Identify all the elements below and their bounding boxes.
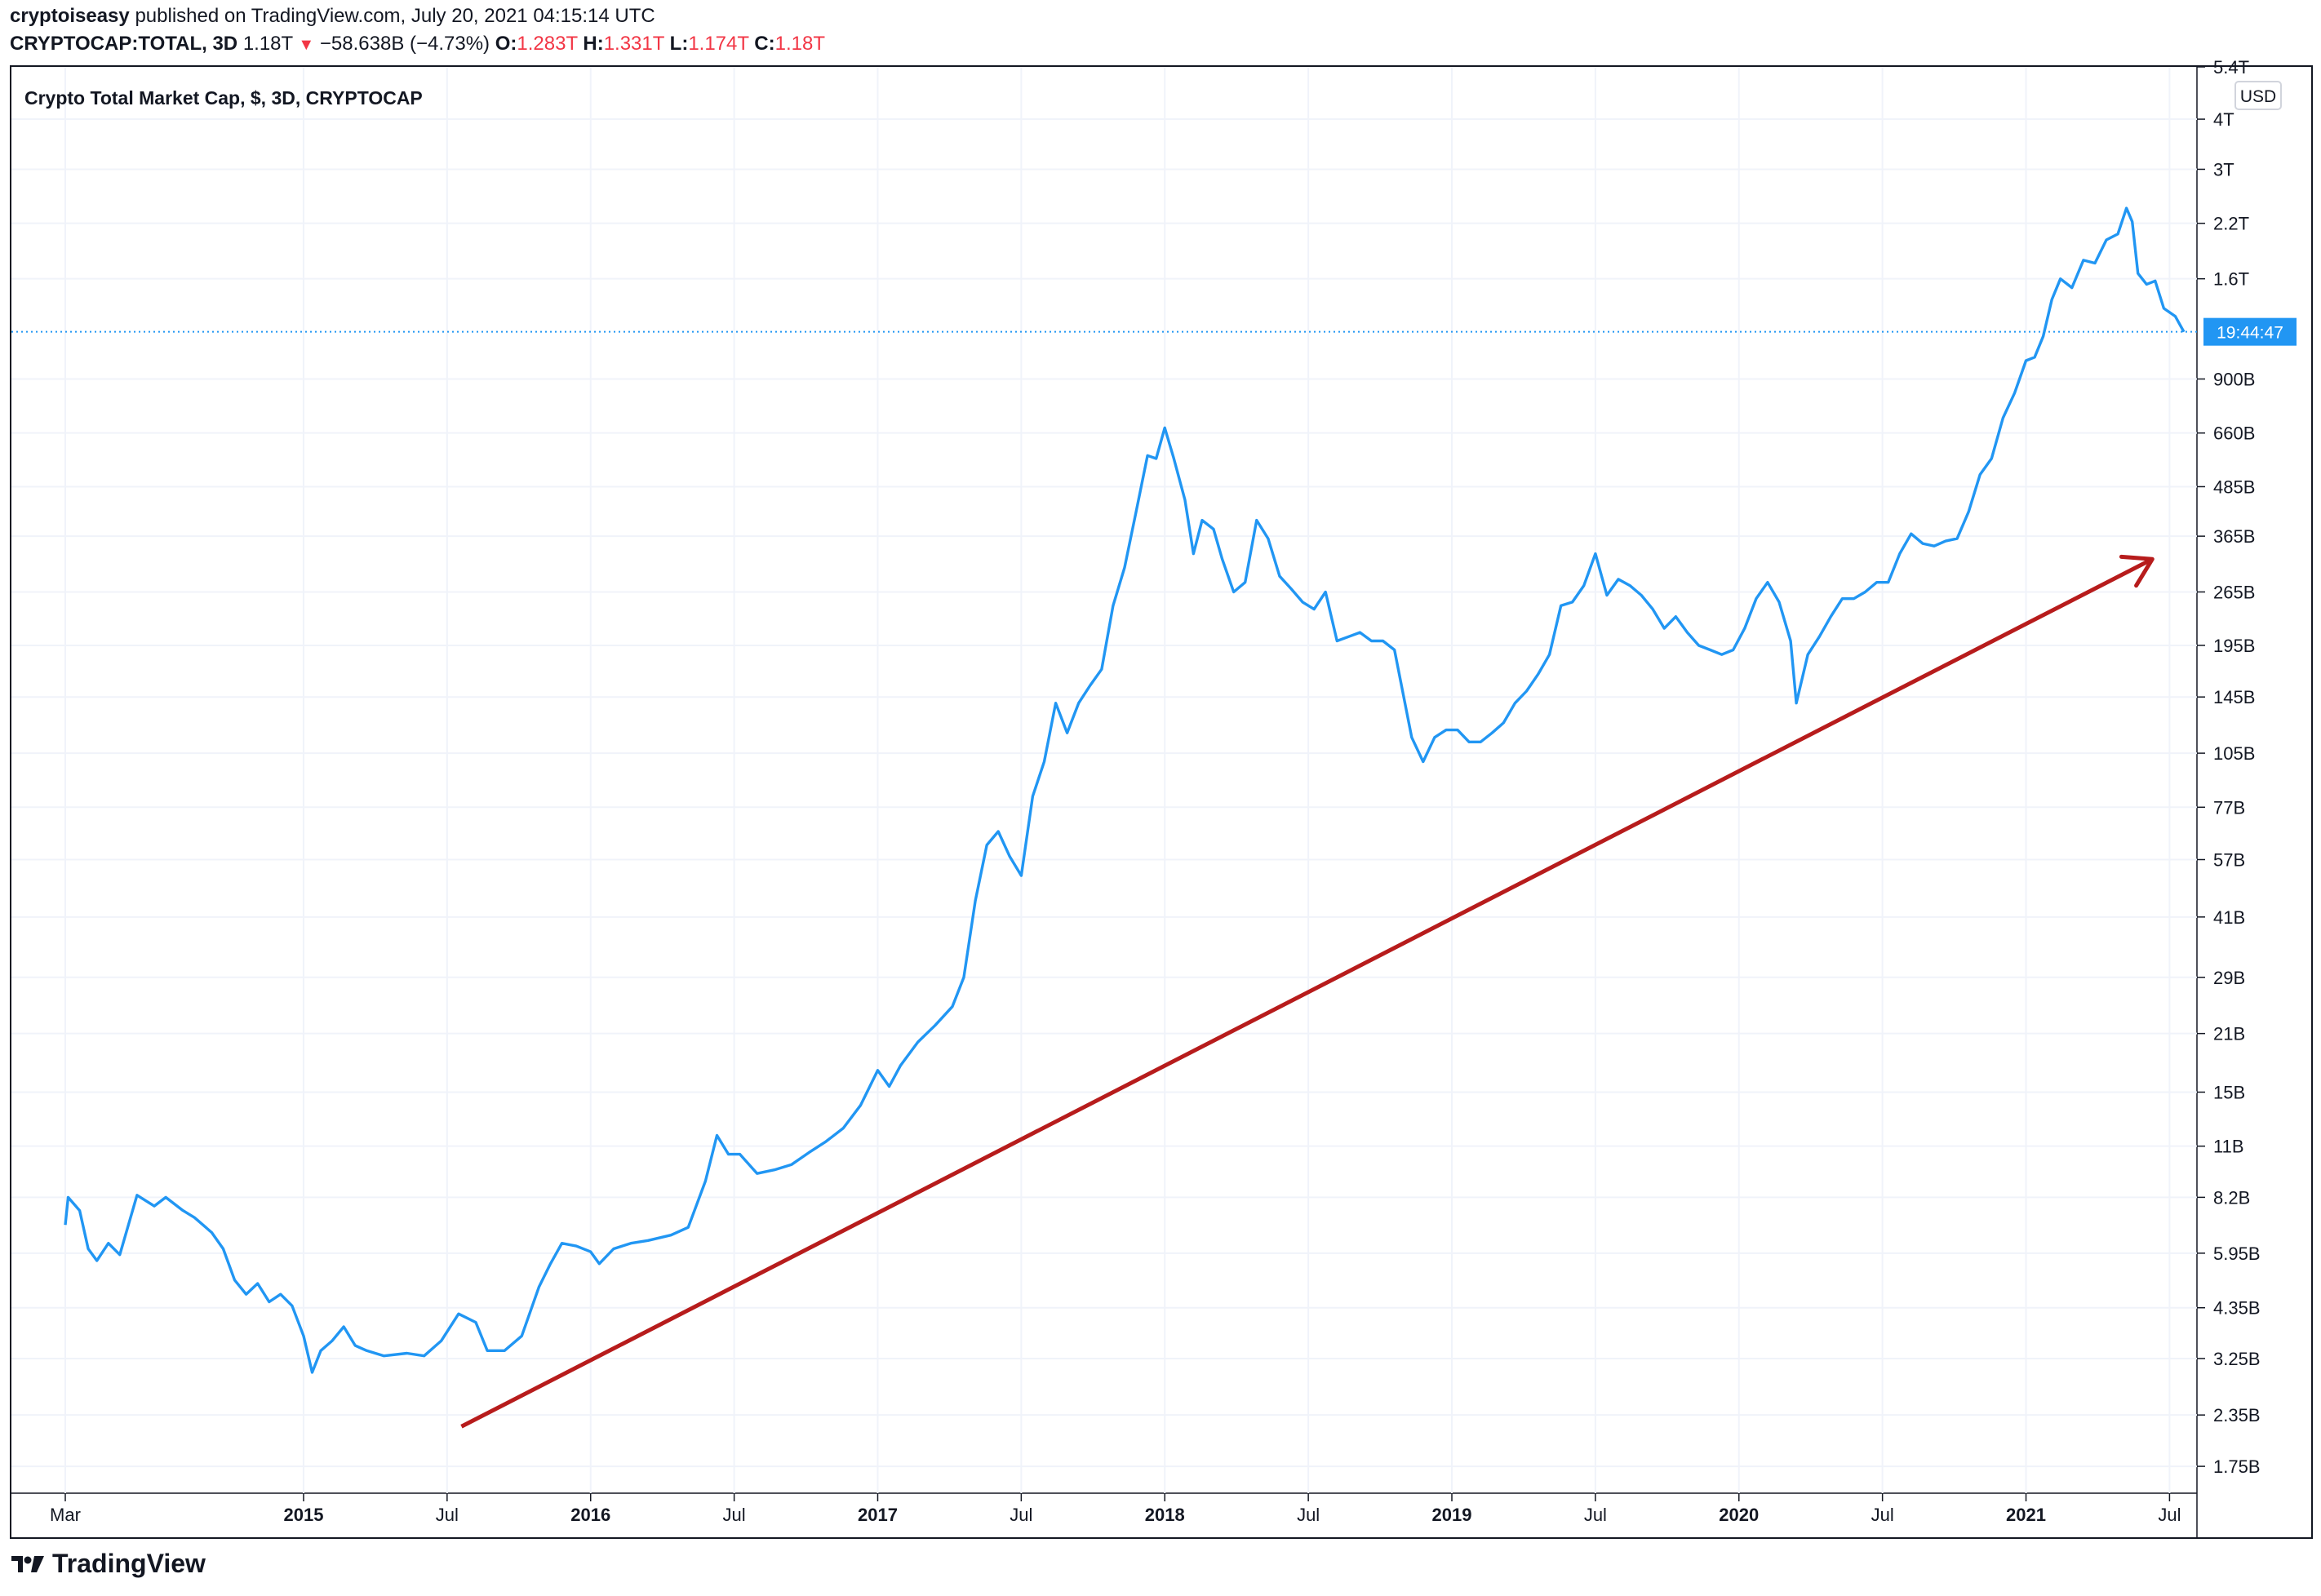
y-axis[interactable]: 5.4T 4T 3T 2.2T 1.6T 900B 660B 485B 365B 265B 195B…: [2197, 57, 2261, 1477]
close-value: 1.18T: [774, 33, 825, 55]
x-tick-label: Jul: [1584, 1505, 1607, 1525]
chart-title: Crypto Total Market Cap, $, 3D, CRYPTOCA…: [24, 87, 423, 109]
x-tick-label: 2018: [1145, 1505, 1185, 1525]
x-tick-label: Jul: [1297, 1505, 1320, 1525]
x-tick-label: 2017: [858, 1505, 898, 1525]
y-tick-label: 145B: [2213, 687, 2255, 707]
y-tick-label: 900B: [2213, 369, 2255, 389]
y-tick-label: 5.95B: [2213, 1244, 2261, 1264]
low-label: L:: [669, 33, 689, 55]
y-tick-label: 265B: [2213, 582, 2255, 602]
y-tick-label: 1.6T: [2213, 269, 2249, 290]
trend-line[interactable]: [460, 556, 2154, 1429]
change-value: −58.638B (−4.73%): [319, 33, 490, 55]
x-tick-label: Jul: [1871, 1505, 1894, 1525]
y-tick-label: 105B: [2213, 743, 2255, 764]
y-tick-label: 4.35B: [2213, 1298, 2261, 1319]
tradingview-logo-icon: [11, 1555, 44, 1572]
x-tick-label: 2016: [570, 1505, 610, 1525]
y-tick-label: 2.35B: [2213, 1405, 2261, 1425]
y-tick-label: 1.75B: [2213, 1456, 2261, 1477]
y-tick-label: 8.2B: [2213, 1187, 2250, 1208]
last-price-badge: [2203, 317, 2297, 346]
currency-label: USD: [2240, 87, 2276, 106]
publication-line: cryptoiseasy published on TradingView.co…: [10, 5, 655, 28]
symbol-label: CRYPTOCAP:TOTAL, 3D: [10, 33, 238, 55]
y-tick-label: 77B: [2213, 797, 2245, 818]
high-label: H:: [583, 33, 604, 55]
x-tick-label: Mar: [50, 1505, 81, 1525]
x-tick-label: Jul: [1010, 1505, 1032, 1525]
y-tick-label: 660B: [2213, 423, 2255, 444]
y-tick-label: 11B: [2213, 1137, 2244, 1157]
tradingview-brand[interactable]: TradingView: [10, 1549, 206, 1579]
down-triangle-icon: ▼: [298, 36, 315, 54]
y-tick-label: 485B: [2213, 477, 2255, 497]
y-tick-label: 21B: [2213, 1024, 2245, 1044]
close-label: C:: [754, 33, 775, 55]
y-tick-label: 5.4T: [2213, 57, 2249, 78]
ohlc-line: CRYPTOCAP:TOTAL, 3D 1.18T ▼ −58.638B (−4…: [10, 33, 825, 55]
y-tick-label: 41B: [2213, 907, 2245, 928]
x-tick-label: 2020: [1719, 1505, 1759, 1525]
x-tick-label: Jul: [436, 1505, 459, 1525]
currency-badge[interactable]: [2234, 81, 2282, 110]
y-tick-label: 3.25B: [2213, 1349, 2261, 1369]
x-tick-label: 2021: [2006, 1505, 2046, 1525]
y-tick-label: 2.2T: [2213, 214, 2249, 234]
grid: [11, 67, 2198, 1537]
trend-arrowhead: [2119, 554, 2155, 588]
x-tick-label: Jul: [723, 1505, 746, 1525]
y-tick-label: 365B: [2213, 526, 2255, 547]
open-label: O:: [495, 33, 517, 55]
chart-frame[interactable]: [10, 65, 2313, 1539]
series-line: [64, 206, 2186, 1374]
x-axis: Mar 2015 Jul 2016 Jul 2017 Jul 2018 Jul 2019 Jul 20…: [50, 1493, 2181, 1525]
x-tick-label: Jul: [2158, 1505, 2181, 1525]
open-value: 1.283T: [517, 33, 578, 55]
last-price-badge-text: 19:44:47: [2217, 324, 2283, 343]
high-value: 1.331T: [603, 33, 664, 55]
y-tick-label: 57B: [2213, 850, 2245, 871]
y-tick-label: 4T: [2213, 109, 2234, 130]
y-tick-label: 29B: [2213, 968, 2245, 988]
x-tick-label: 2019: [1432, 1505, 1472, 1525]
brand-name: TradingView: [52, 1549, 206, 1578]
author-name[interactable]: cryptoiseasy: [10, 5, 130, 27]
y-tick-label: 195B: [2213, 636, 2255, 656]
published-text: published on TradingView.com, July 20, 2…: [135, 5, 655, 27]
last-price: 1.18T: [242, 33, 293, 55]
y-tick-label: 3T: [2213, 159, 2234, 180]
x-tick-label: 2015: [283, 1505, 323, 1525]
low-value: 1.174T: [688, 33, 749, 55]
y-tick-label: 15B: [2213, 1082, 2245, 1102]
